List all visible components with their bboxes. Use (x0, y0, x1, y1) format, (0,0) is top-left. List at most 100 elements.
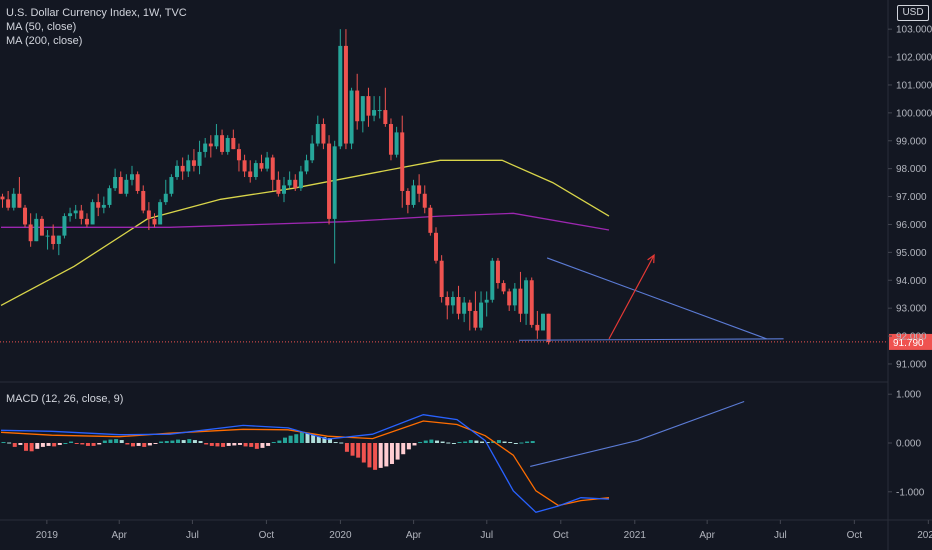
moving-averages (0, 159, 610, 306)
histogram-bar (69, 441, 74, 443)
candle-body (79, 210, 84, 219)
candle-body (405, 190, 410, 205)
candle-body (68, 213, 73, 217)
histogram-bar (63, 443, 68, 444)
candle-body (253, 163, 258, 178)
candle-body (377, 110, 382, 112)
histogram-bar (496, 440, 501, 443)
price-tick-label: 94.000 (896, 276, 927, 287)
histogram-bar (91, 443, 96, 446)
candle-body (434, 232, 439, 261)
histogram-bar (114, 439, 119, 443)
currency-button[interactable]: USD (897, 5, 929, 21)
histogram-bar (187, 439, 192, 443)
price-tick-label: 98.000 (896, 164, 927, 175)
drawings: 91.790 (0, 253, 932, 350)
candle-body (158, 202, 163, 225)
candle-body (332, 146, 337, 219)
histogram-bar (311, 434, 316, 443)
candle-body (383, 110, 388, 125)
histogram-bar (389, 443, 394, 464)
candle-body (146, 210, 151, 219)
ma50-legend: MA (50, close) (6, 21, 77, 33)
histogram-bar (164, 441, 169, 443)
axes: 2019 Apr Jul Oct 2020 Apr Jul Oct 2021 Apr Jul Oct 2… (36, 25, 932, 541)
histogram-bar (254, 443, 259, 449)
trendline-upper (546, 257, 767, 340)
candle-body (484, 299, 489, 303)
macd-tick-label: 1.000 (896, 390, 921, 401)
candle-body (540, 313, 545, 331)
candle-body (220, 135, 225, 152)
price-tick-label: 99.000 (896, 136, 927, 147)
price-tick-label: 101.000 (896, 80, 932, 91)
histogram-bar (277, 440, 282, 443)
candle-body (490, 260, 495, 300)
price-tick-label: 95.000 (896, 248, 927, 259)
histogram-bar (159, 441, 164, 443)
histogram-bar (401, 443, 406, 455)
candle-body (495, 260, 500, 284)
candle-body (90, 202, 95, 225)
histogram-bar (243, 443, 248, 447)
time-tick-label: Apr (406, 530, 422, 541)
candle-body (321, 124, 326, 144)
histogram-bar (384, 443, 389, 467)
candle-body (304, 160, 309, 172)
histogram-bar (29, 443, 34, 452)
histogram-bar (204, 443, 209, 445)
histogram-bar (12, 443, 17, 447)
candle-body (270, 157, 275, 180)
candles (0, 29, 551, 345)
candle-body (529, 280, 534, 325)
candle-body (135, 174, 140, 191)
histogram-bar (283, 437, 287, 443)
histogram-bar (192, 440, 197, 443)
time-tick-label: Jul (480, 530, 493, 541)
time-tick-label: Apr (111, 530, 127, 541)
histogram-bar (249, 443, 254, 447)
histogram-bar (316, 436, 321, 443)
histogram-bar (418, 442, 423, 444)
candle-body (524, 280, 529, 314)
histogram-bar (406, 443, 411, 450)
time-tick-label: Jul (186, 530, 199, 541)
histogram-bar (130, 443, 135, 447)
histogram-bar (468, 440, 473, 443)
macd-legend: MACD (12, 26, close, 9) (6, 393, 124, 405)
histogram-bar (322, 437, 327, 443)
candle-body (101, 204, 106, 208)
macd-divergence-line (530, 440, 638, 467)
histogram-bar (24, 443, 29, 451)
candle-body (208, 143, 213, 147)
candle-body (141, 190, 146, 211)
candle-body (28, 224, 33, 242)
candle-body (282, 185, 286, 194)
candle-body (479, 302, 484, 328)
ma200-legend: MA (200, close) (6, 35, 83, 47)
histogram-bar (350, 443, 355, 456)
price-tick-label: 97.000 (896, 192, 927, 203)
histogram-bar (474, 440, 479, 443)
candle-body (315, 124, 320, 144)
candle-body (310, 143, 315, 161)
candle-body (338, 45, 343, 147)
projection-arrow (608, 254, 655, 340)
candle-body (129, 174, 134, 180)
macd-tick-label: 0.000 (896, 439, 921, 450)
time-tick-label: Oct (553, 530, 569, 541)
candle-body (293, 179, 298, 189)
candle-body (152, 218, 157, 225)
candle-body (327, 143, 332, 219)
histogram-bar (97, 443, 102, 445)
histogram-bar (198, 441, 203, 443)
candle-body (428, 207, 433, 233)
candle-body (231, 137, 236, 150)
candle-body (450, 297, 455, 306)
histogram-bar (333, 442, 338, 444)
histogram-bar (356, 443, 361, 458)
histogram-bar (299, 432, 304, 443)
candle-body (265, 157, 270, 169)
candle-body (360, 96, 365, 122)
